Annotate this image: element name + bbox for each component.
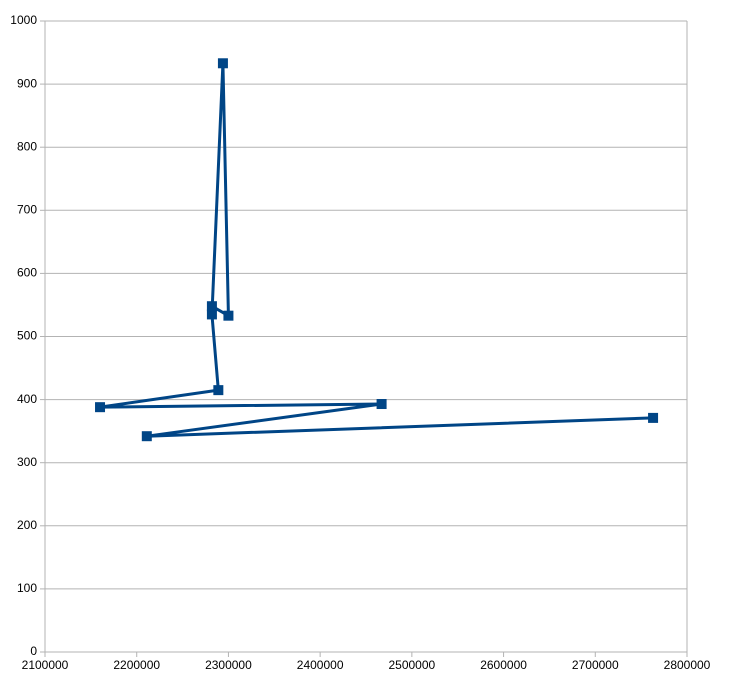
x-tick-label: 2800000 (664, 658, 711, 672)
y-tick-label: 500 (17, 329, 37, 343)
y-tick-label: 600 (17, 266, 37, 280)
y-tick-label: 100 (17, 581, 37, 595)
point-marker (95, 402, 106, 413)
x-tick-label: 2200000 (113, 658, 160, 672)
y-tick-label: 200 (17, 518, 37, 532)
x-tick-label: 2300000 (205, 658, 252, 672)
x-tick-label: 2100000 (22, 658, 69, 672)
y-tick-label: 400 (17, 392, 37, 406)
y-tick-label: 800 (17, 139, 37, 153)
x-tick-label: 2600000 (480, 658, 527, 672)
point-marker (213, 385, 224, 396)
point-marker (648, 412, 659, 423)
y-tick-label: 300 (17, 455, 37, 469)
point-marker (206, 309, 217, 320)
point-marker (217, 58, 228, 69)
point-marker (206, 301, 217, 312)
x-tick-label: 2700000 (572, 658, 619, 672)
point-marker (376, 399, 387, 410)
x-tick-label: 2500000 (388, 658, 435, 672)
x-tick-label: 2400000 (297, 658, 344, 672)
point-marker (223, 310, 234, 321)
y-tick-label: 900 (17, 76, 37, 90)
series-line (98, 61, 654, 438)
y-tick-label: 1000 (10, 13, 37, 27)
point-marker (141, 431, 152, 442)
y-tick-label: 0 (30, 644, 37, 658)
y-tick-label: 700 (17, 202, 37, 216)
